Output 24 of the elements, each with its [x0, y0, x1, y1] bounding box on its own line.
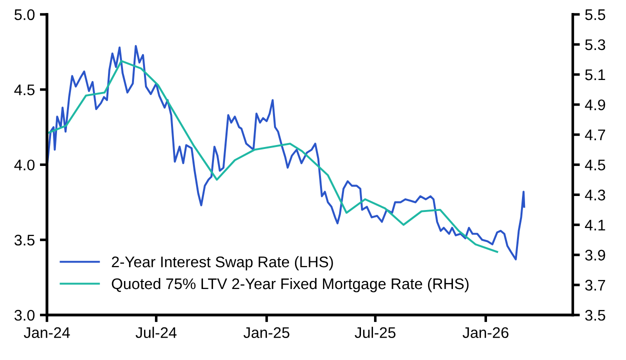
y-tick-label: 5.0 [14, 9, 35, 20]
y-tick-label: 4.5 [14, 84, 35, 96]
y-tick-label: 3.5 [14, 234, 35, 246]
y2-tick-label: 3.7 [585, 280, 606, 291]
x-tick-label: Jul-25 [354, 326, 396, 338]
y2-tick-label: 3.5 [585, 310, 606, 321]
x-tick-label: Jan-26 [462, 327, 508, 338]
legend-label: Quoted 75% LTV 2-Year Fixed Mortgage Rate (RHS) [112, 278, 469, 292]
x-tick-label: Jan-25 [244, 327, 290, 338]
legend-label: 2-Year Interest Swap Rate (LHS) [112, 256, 333, 270]
x-tick-label: Jul-24 [136, 326, 177, 338]
y2-tick-label: 5.1 [585, 70, 606, 80]
y2-tick-label: 5.3 [585, 39, 606, 50]
y2-tick-label: 4.1 [584, 220, 606, 230]
y2-tick-label: 3.9 [585, 250, 606, 261]
y-tick-label: 4.0 [14, 160, 35, 170]
y2-tick-label: 4.5 [584, 160, 606, 170]
x-tick-label: Jan-24 [24, 327, 70, 338]
line-series [46, 60, 498, 253]
y2-tick-label: 4.9 [584, 99, 606, 110]
y2-tick-label: 5.5 [585, 9, 606, 20]
y-tick-label: 3.0 [14, 310, 35, 321]
y2-tick-label: 4.7 [584, 130, 606, 140]
y2-tick-label: 4.3 [584, 190, 606, 200]
